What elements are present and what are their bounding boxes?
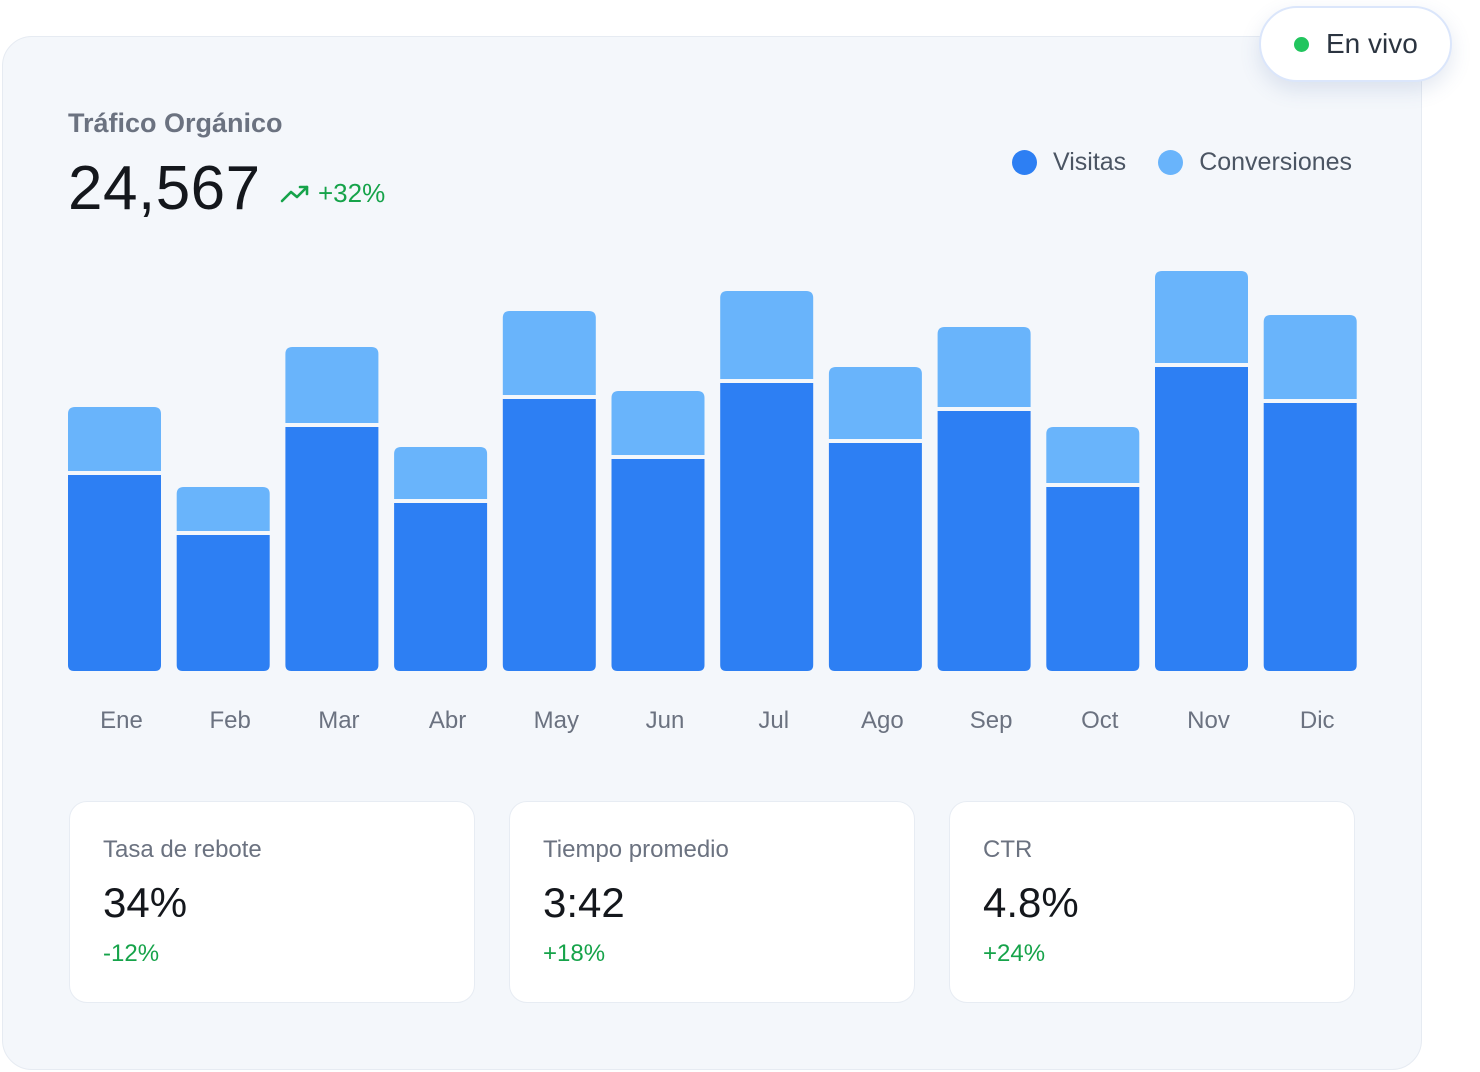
bar-group-nov: Nov (1155, 271, 1248, 734)
bar-conversiones-jul (720, 291, 814, 379)
bar-conversiones-oct (1046, 427, 1140, 483)
bar-visitas-ago (828, 443, 922, 671)
bar-visitas-dic (1263, 403, 1357, 671)
bar-conversiones-may (502, 311, 596, 395)
bar-conversiones-mar (285, 347, 379, 423)
bar-group-jul: Jul (720, 291, 814, 734)
total-traffic-value: 24,567 (68, 154, 261, 223)
stat-label: Tasa de rebote (103, 836, 262, 863)
traffic-trend-value: +32% (318, 178, 386, 208)
bar-visitas-may (502, 399, 596, 671)
bar-conversiones-abr (394, 447, 488, 499)
chart-title: Tráfico Orgánico (68, 108, 283, 138)
stat-label: CTR (983, 836, 1033, 863)
bar-conversiones-feb (176, 487, 270, 531)
stat-change: +18% (543, 940, 606, 967)
x-tick-label: Oct (1081, 707, 1119, 734)
legend-swatch-conversions (1158, 150, 1184, 175)
legend-swatch-visits (1012, 150, 1037, 175)
live-dot-icon (1294, 36, 1309, 52)
x-tick-label: Nov (1187, 707, 1230, 734)
bar-group-sep: Sep (937, 327, 1031, 734)
chart-legend: Visitas Conversiones (1012, 148, 1352, 177)
trending-up-icon (280, 185, 309, 202)
stat-card-average-time: Tiempo promedio 3:42 +18% (509, 801, 915, 1003)
bar-conversiones-ago (828, 367, 922, 439)
x-tick-label: Mar (318, 707, 359, 734)
bar-visitas-jun (611, 459, 705, 671)
bar-group-ene: Ene (68, 407, 161, 734)
bar-group-may: May (502, 311, 596, 734)
bar-conversiones-ene (68, 407, 161, 471)
legend-label-visits: Visitas (1053, 148, 1127, 176)
bar-conversiones-jun (611, 391, 705, 455)
stacked-bar-chart: Ene Feb Mar Abr May Jun Jul Ago Sep Oct Nov Dic (68, 271, 1357, 734)
bar-visitas-abr (394, 503, 488, 671)
stat-label: Tiempo promedio (543, 836, 729, 863)
x-tick-label: Feb (210, 707, 251, 734)
x-tick-label: Jun (646, 707, 685, 734)
x-tick-label: Ago (861, 707, 904, 734)
bar-group-mar: Mar (285, 347, 379, 734)
x-tick-label: May (534, 707, 579, 734)
live-status-badge: En vivo (1259, 6, 1452, 82)
legend-item-conversions: Conversiones (1158, 148, 1352, 177)
bar-group-feb: Feb (176, 487, 270, 734)
x-tick-label: Abr (429, 707, 466, 734)
x-tick-label: Sep (970, 707, 1013, 734)
stat-change: -12% (103, 940, 160, 967)
stat-change: +24% (983, 940, 1046, 967)
bar-group-ago: Ago (828, 367, 922, 734)
bar-visitas-sep (937, 411, 1031, 671)
bar-visitas-ene (68, 475, 161, 671)
stat-value: 3:42 (543, 879, 625, 926)
bar-group-dic: Dic (1263, 315, 1357, 734)
stat-value: 34% (103, 879, 188, 926)
legend-item-visits: Visitas (1012, 148, 1126, 177)
bar-group-abr: Abr (394, 447, 488, 734)
stat-card-ctr: CTR 4.8% +24% (949, 801, 1355, 1003)
bar-group-oct: Oct (1046, 427, 1140, 734)
x-tick-label: Dic (1300, 707, 1335, 734)
bar-group-jun: Jun (611, 391, 705, 734)
bar-conversiones-nov (1155, 271, 1248, 363)
bar-conversiones-dic (1263, 315, 1357, 399)
traffic-trend: +32% (280, 178, 385, 209)
bar-visitas-jul (720, 383, 814, 671)
stat-card-bounce-rate: Tasa de rebote 34% -12% (69, 801, 475, 1003)
stat-value: 4.8% (983, 879, 1079, 926)
live-status-label: En vivo (1326, 28, 1418, 59)
legend-label-conversions: Conversiones (1199, 148, 1353, 176)
bar-visitas-mar (285, 427, 379, 671)
bar-visitas-oct (1046, 487, 1140, 671)
bar-conversiones-sep (937, 327, 1031, 407)
x-tick-label: Ene (100, 707, 143, 734)
x-tick-label: Jul (758, 707, 789, 734)
bar-visitas-feb (176, 535, 270, 671)
bar-visitas-nov (1155, 367, 1248, 671)
